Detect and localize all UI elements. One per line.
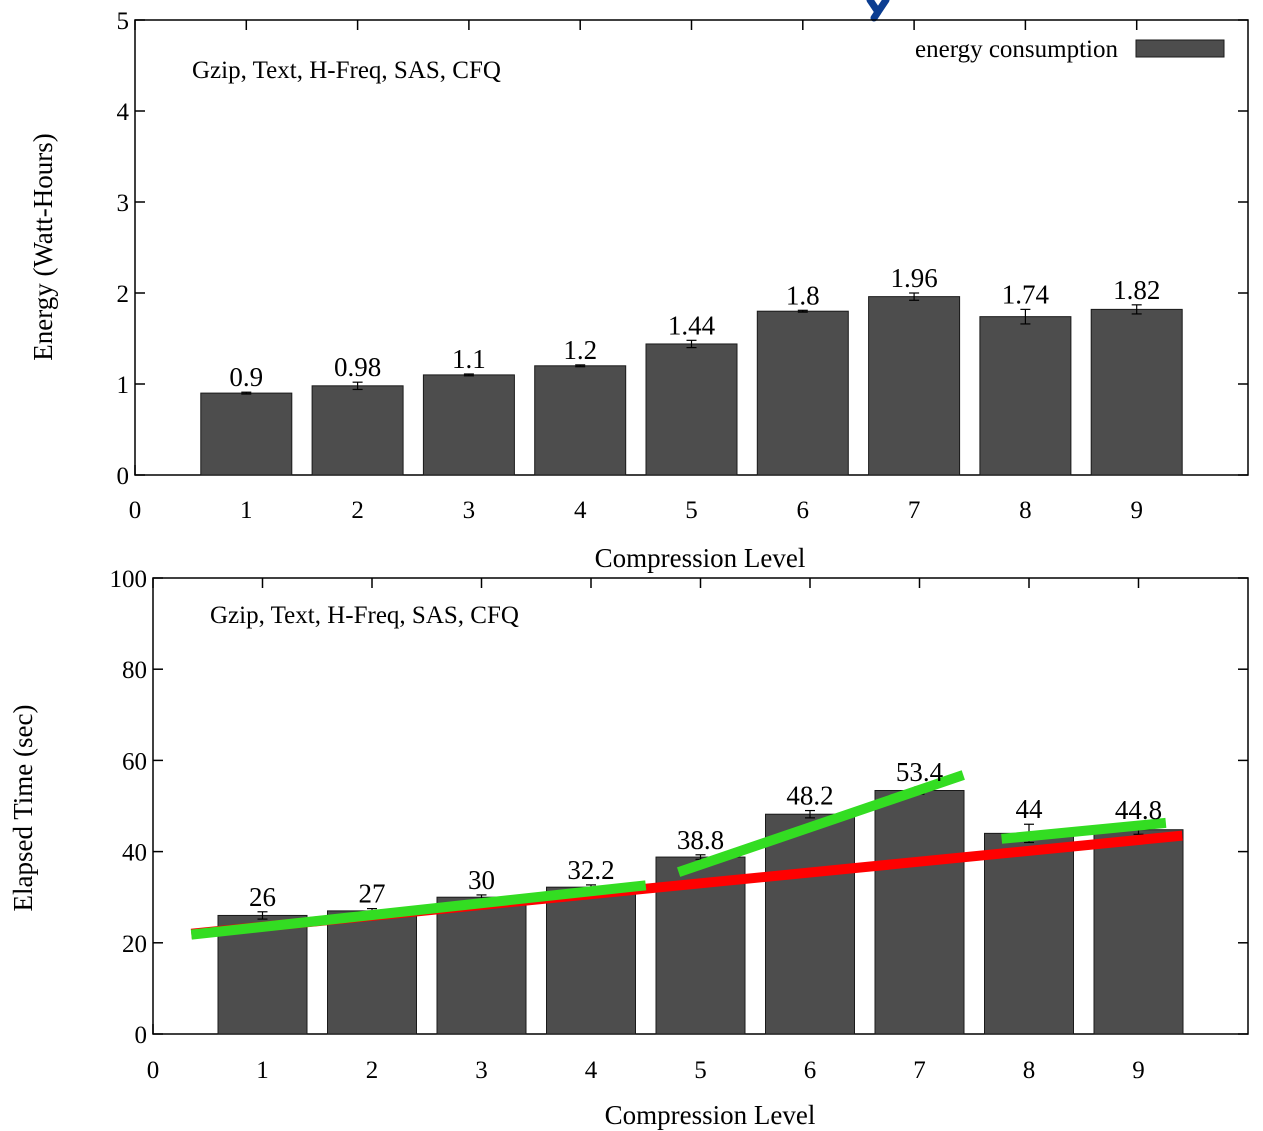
legend: energy consumption: [915, 36, 1225, 63]
elapsed-bar: [984, 832, 1074, 1035]
trend-line-green: [190, 880, 647, 940]
energy-data-label: 1.44: [668, 310, 716, 340]
energy-chart: 0 1 2 3 4 5 0 1 2 3 4 5 6 7 8 9 0.9 0.98 1.1 1.2 1.44 1.8 1.…: [28, 8, 1249, 573]
energy-data-label: 1.2: [563, 335, 597, 365]
energy-y-tick-label: 5: [117, 8, 130, 35]
energy-y-ticks: 0 1 2 3 4 5: [117, 8, 1248, 490]
elapsed-data-label: 26: [249, 882, 276, 912]
trend-line-green: [1001, 817, 1167, 844]
energy-y-tick-label: 3: [117, 190, 130, 217]
legend-swatch: [1135, 39, 1225, 58]
energy-x-tick-label: 2: [351, 497, 364, 524]
energy-data-label: 0.9: [229, 362, 263, 392]
energy-x-tick-label: 4: [574, 497, 587, 524]
elapsed-bar: [327, 910, 417, 1035]
energy-y-tick-label: 1: [117, 372, 130, 399]
legend-label: energy consumption: [915, 36, 1118, 63]
energy-x-tick-label: 9: [1130, 497, 1143, 524]
elapsed-x-tick-label: 4: [585, 1057, 598, 1084]
elapsed-x-tick-label: 3: [475, 1057, 488, 1084]
energy-bar: [311, 385, 404, 476]
energy-y-axis-label: Energy (Watt-Hours): [28, 133, 58, 361]
elapsed-y-tick-label: 80: [122, 657, 147, 684]
elapsed-x-tick-label: 1: [256, 1057, 269, 1084]
elapsed-data-labels: 26 27 30 32.2 38.8 48.2 53.4 44 44.8: [249, 757, 1162, 912]
elapsed-bar: [546, 886, 636, 1035]
elapsed-bar: [765, 813, 855, 1035]
energy-data-label: 1.8: [786, 280, 820, 310]
elapsed-y-tick-label: 20: [122, 931, 147, 958]
elapsed-x-tick-label: 8: [1023, 1057, 1036, 1084]
elapsed-x-tick-label: 7: [913, 1057, 926, 1084]
energy-data-label: 1.74: [1002, 279, 1050, 309]
elapsed-x-tick-label: 0: [147, 1057, 160, 1084]
energy-x-tick-label: 6: [797, 497, 810, 524]
energy-bar: [534, 365, 627, 476]
energy-bar: [422, 374, 515, 476]
elapsed-y-tick-label: 60: [122, 748, 147, 775]
elapsed-time-chart: 0 20 40 60 80 100 0 1 2 3 4 5 6 7 8 9 26 27 30 32.2 38.8 48…: [8, 566, 1249, 1130]
energy-bar: [645, 343, 738, 476]
elapsed-data-label: 32.2: [567, 855, 614, 885]
energy-x-tick-label: 1: [240, 497, 253, 524]
elapsed-x-tick-label: 6: [804, 1057, 817, 1084]
elapsed-y-tick-label: 40: [122, 840, 147, 867]
elapsed-x-axis-label: Compression Level: [605, 1100, 816, 1130]
energy-bar: [979, 316, 1072, 476]
energy-data-label: 0.98: [334, 352, 381, 382]
energy-bar: [1090, 308, 1183, 476]
energy-x-axis-label: Compression Level: [595, 543, 806, 573]
energy-data-labels: 0.9 0.98 1.1 1.2 1.44 1.8 1.96 1.74 1.82: [229, 263, 1160, 392]
elapsed-y-axis-label: Elapsed Time (sec): [8, 705, 38, 912]
energy-y-tick-label: 0: [117, 463, 130, 490]
elapsed-data-label: 38.8: [677, 825, 724, 855]
energy-data-label: 1.96: [890, 263, 937, 293]
energy-annotation: Gzip, Text, H-Freq, SAS, CFQ: [192, 57, 501, 84]
elapsed-x-tick-label: 9: [1132, 1057, 1145, 1084]
energy-x-tick-label: 0: [129, 497, 142, 524]
elapsed-bar: [217, 914, 308, 1035]
elapsed-x-tick-label: 2: [366, 1057, 379, 1084]
energy-bars: [200, 292, 1183, 476]
elapsed-trend-lines: [190, 770, 1183, 940]
elapsed-bar: [436, 896, 527, 1035]
elapsed-bar: [1093, 829, 1184, 1035]
energy-x-tick-label: 7: [908, 497, 921, 524]
energy-bar: [756, 310, 849, 476]
elapsed-bars: [217, 786, 1184, 1035]
title-fragment: [866, 0, 890, 22]
energy-x-tick-label: 8: [1019, 497, 1032, 524]
elapsed-data-label: 27: [359, 879, 386, 909]
energy-bar: [200, 392, 293, 476]
elapsed-x-tick-label: 5: [694, 1057, 707, 1084]
elapsed-y-ticks: 0 20 40 60 80 100: [110, 566, 1248, 1049]
elapsed-annotation: Gzip, Text, H-Freq, SAS, CFQ: [210, 602, 519, 629]
elapsed-bar: [874, 789, 965, 1035]
elapsed-data-label: 44.8: [1115, 795, 1162, 825]
energy-x-tick-label: 5: [685, 497, 698, 524]
elapsed-data-label: 30: [468, 865, 495, 895]
elapsed-y-tick-label: 0: [135, 1022, 148, 1049]
energy-x-tick-label: 3: [463, 497, 476, 524]
energy-y-tick-label: 4: [117, 99, 130, 126]
energy-bar: [868, 296, 961, 476]
trend-line-green: [676, 770, 965, 877]
elapsed-data-label: 44: [1016, 794, 1044, 824]
elapsed-data-label: 53.4: [896, 757, 944, 787]
energy-y-tick-label: 2: [117, 281, 130, 308]
energy-data-label: 1.1: [452, 344, 486, 374]
elapsed-data-label: 48.2: [786, 781, 833, 811]
energy-data-label: 1.82: [1113, 275, 1160, 305]
elapsed-x-ticks: 0 1 2 3 4 5 6 7 8 9: [147, 578, 1145, 1084]
elapsed-y-tick-label: 100: [110, 566, 148, 593]
